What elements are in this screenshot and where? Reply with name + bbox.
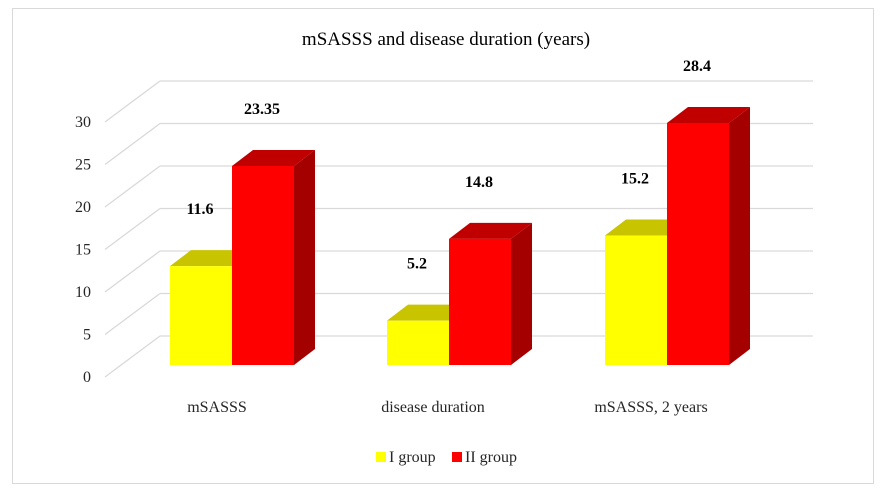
- bar-top: [667, 106, 750, 123]
- gridline-side: [104, 250, 161, 293]
- y-tick-label: 30: [75, 114, 91, 131]
- legend-label: II group: [465, 449, 517, 466]
- data-label: 5.2: [407, 256, 427, 273]
- legend-swatch: [452, 452, 462, 462]
- bar-front: [605, 235, 667, 365]
- bar: [232, 150, 315, 365]
- bar-top: [232, 150, 315, 166]
- bar-front: [667, 122, 729, 365]
- bar: [667, 106, 750, 365]
- bar-side: [511, 222, 532, 365]
- bars: [170, 106, 750, 365]
- gridline-side: [104, 80, 161, 123]
- data-label: 28.4: [683, 58, 711, 75]
- gridline-side: [104, 335, 161, 378]
- y-tick-label: 15: [75, 242, 91, 259]
- x-axis: mSASSS disease duration mSASSS, 2 years: [187, 399, 707, 416]
- legend: I group II group: [376, 449, 517, 466]
- bar-front: [170, 266, 232, 365]
- bar-front: [449, 238, 511, 365]
- bar-side: [294, 150, 315, 365]
- bar-front: [232, 166, 294, 365]
- y-tick-label: 10: [75, 284, 91, 301]
- legend-label: I group: [389, 449, 436, 466]
- bar-top: [449, 222, 532, 239]
- y-tick-label: 0: [83, 369, 91, 386]
- bar: [449, 222, 532, 365]
- x-tick-label: mSASSS: [187, 399, 247, 416]
- x-tick-label: mSASSS, 2 years: [594, 399, 707, 416]
- data-label: 11.6: [186, 201, 213, 218]
- gridline-side: [104, 292, 161, 336]
- data-labels: 11.6 23.35 5.2 14.8 15.2 28.4: [186, 58, 711, 273]
- legend-swatch: [376, 452, 386, 462]
- x-tick-label: disease duration: [381, 399, 485, 416]
- data-label: 23.35: [244, 101, 280, 118]
- data-label: 14.8: [465, 174, 493, 191]
- bar-side: [729, 106, 750, 365]
- gridline-side: [104, 122, 161, 166]
- legend-item: II group: [452, 449, 517, 466]
- y-tick-label: 20: [75, 199, 91, 216]
- y-axis: 0 5 10 15 20 25 30: [75, 114, 91, 386]
- chart-title: mSASSS and disease duration (years): [302, 29, 590, 50]
- legend-item: I group: [376, 449, 436, 466]
- gridline-side: [104, 207, 161, 251]
- y-tick-label: 5: [83, 327, 91, 344]
- bar-front: [387, 320, 449, 365]
- data-label: 15.2: [621, 170, 649, 187]
- y-tick-label: 25: [75, 157, 91, 174]
- gridline-side: [104, 165, 161, 208]
